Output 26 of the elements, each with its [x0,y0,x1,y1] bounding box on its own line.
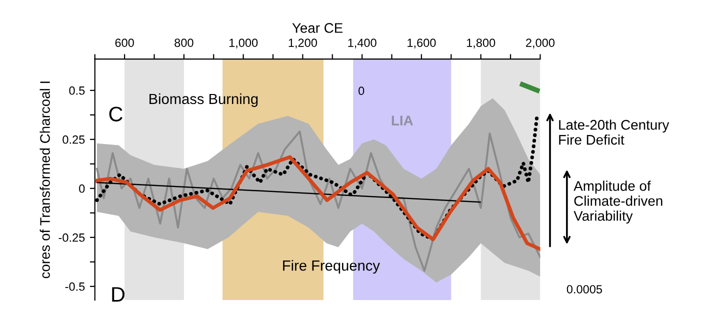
x-tick-label: 1,400 [348,38,376,48]
x-axis-title: Year CE [292,23,343,33]
text: 0.0005 [566,285,602,294]
x-tick-label: 1,600 [408,38,436,48]
y-tick-label: 0.25 [62,135,85,144]
y-tick-label: 0 [79,184,85,193]
line-series [95,155,540,251]
x-tick-label: 1,200 [288,38,318,48]
x-tick-label: 600 [115,38,134,47]
y-tick-label: -0.25 [58,233,85,242]
x-tick-label: 2,000 [526,38,555,48]
y-tick-label: -0.5 [65,282,85,291]
x-tick-label: 1,000 [229,38,258,48]
annotation: Biomass Burning [150,93,258,107]
y-axis-title: cores of Transformed Charcoal I [40,82,50,278]
x-tick-label: 800 [174,38,194,47]
annotation: C [109,106,122,122]
band-label: LIA [392,116,413,126]
text: Late-20th Century Fire Deficit [559,120,670,145]
x-tick-label: 1,800 [466,38,496,48]
annotation: D [112,287,125,302]
text: Amplitude of Climate-driven Variability [574,180,662,224]
line-series [96,130,540,272]
annotation: Fire Frequency [283,260,380,274]
y-tick-label: 0.5 [69,86,85,95]
annotation: 0 [358,86,364,96]
